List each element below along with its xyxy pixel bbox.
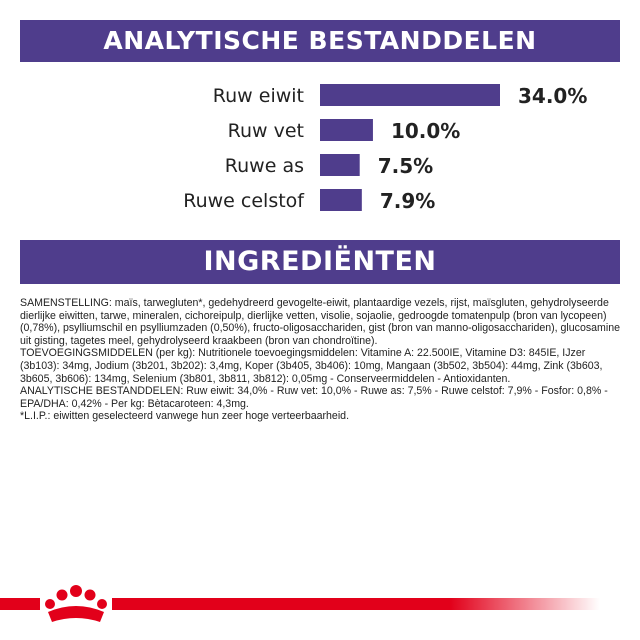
category-label: Ruw vet [228,120,304,142]
analytics-header: ANALYTISCHE BESTANDDELEN [20,20,620,62]
category-label: Ruwe celstof [183,190,305,212]
royal-canin-crown-icon [40,578,112,630]
ingredients-header: INGREDIËNTEN [20,240,620,284]
bar [320,119,373,141]
brand-line [0,598,600,610]
value-label: 7.9% [380,189,435,213]
value-label: 34.0% [518,84,587,108]
bar [320,84,500,106]
category-label: Ruwe as [225,155,304,177]
value-label: 10.0% [391,119,460,143]
value-label: 7.5% [378,154,433,178]
nutrient-bar-chart: Ruw eiwit 34.0% Ruw vet 10.0% Ruwe as 7.5% Ruw… [183,84,587,213]
ingredients-text: SAMENSTELLING: maïs, tarwegluten*, gedeh… [20,297,620,423]
composition-paragraph: SAMENSTELLING: maïs, tarwegluten*, gedeh… [20,297,621,347]
category-label: Ruw eiwit [213,85,304,107]
analytical-paragraph: ANALYTISCHE BESTANDDELEN: Ruw eiwit: 34,… [20,385,608,410]
bar [320,154,360,176]
bar [320,189,362,211]
footnote-paragraph: *L.I.P.: eiwitten geselecteerd vanwege h… [20,410,350,423]
additives-paragraph: TOEVOEGINGSMIDDELEN (per kg): Nutritione… [20,347,603,385]
